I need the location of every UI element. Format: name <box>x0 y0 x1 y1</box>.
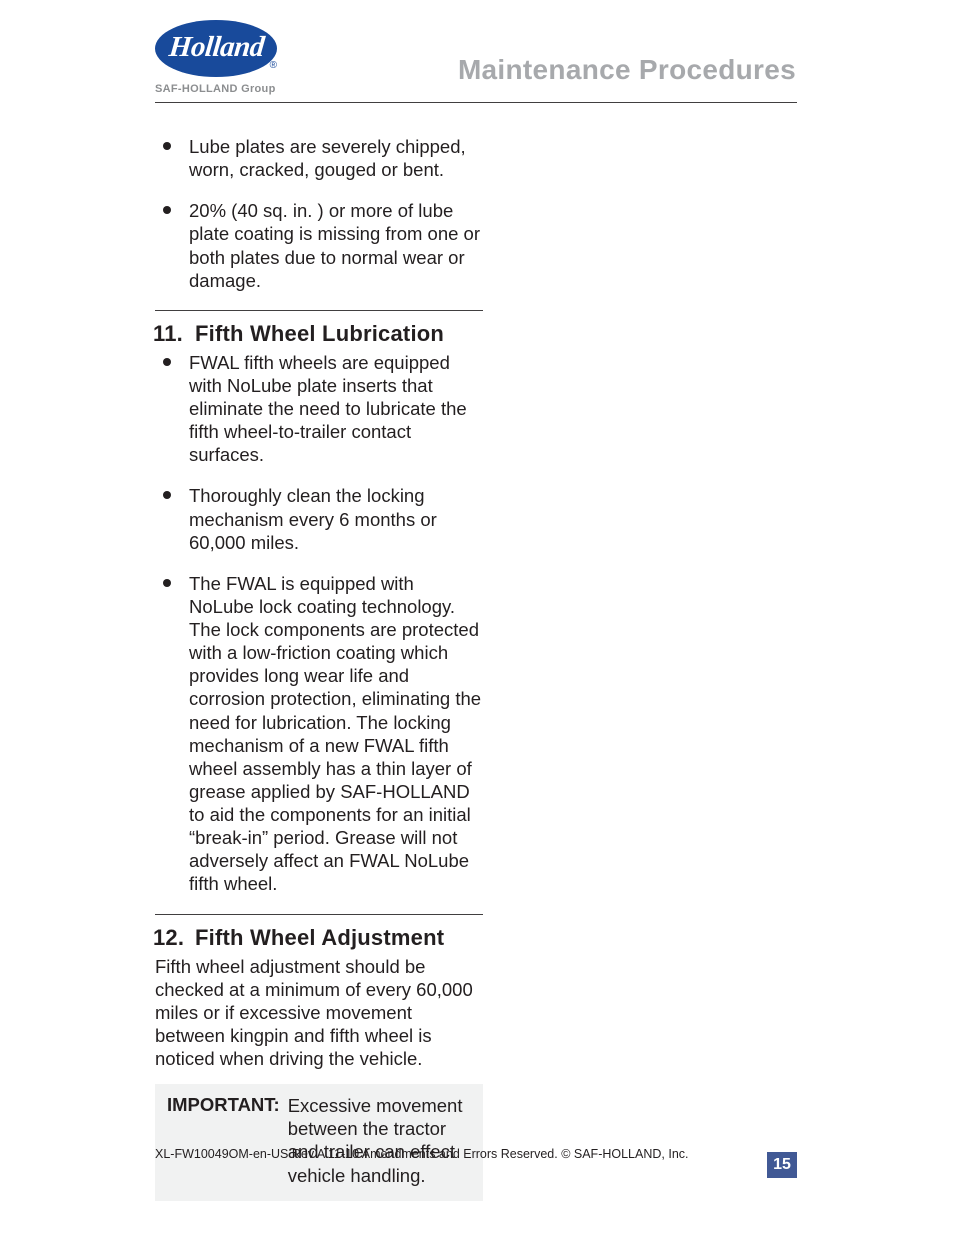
page: Holland ® SAF-HOLLAND Group Maintenance … <box>0 0 954 1235</box>
brand-logo-ellipse: Holland ® <box>155 20 277 77</box>
page-number: 15 <box>767 1152 797 1178</box>
section-divider <box>155 310 483 311</box>
page-header: Holland ® SAF-HOLLAND Group Maintenance … <box>0 20 954 110</box>
content-column: Lube plates are severely chipped, worn, … <box>155 135 483 1201</box>
brand-logo-block: Holland ® SAF-HOLLAND Group <box>155 20 277 95</box>
section-12-heading: 12.Fifth Wheel Adjustment <box>153 925 483 951</box>
footer-text: XL-FW10049OM-en-US Rev A 11-10 Amendment… <box>155 1147 689 1161</box>
list-item: The FWAL is equipped with NoLube lock co… <box>155 572 483 896</box>
section-11-heading: 11.Fifth Wheel Lubrication <box>153 321 483 347</box>
list-item: Lube plates are severely chipped, worn, … <box>155 135 483 181</box>
page-footer: XL-FW10049OM-en-US Rev A 11-10 Amendment… <box>155 1145 797 1173</box>
section-number: 11. <box>153 321 195 347</box>
section-number: 12. <box>153 925 195 951</box>
list-item: Thoroughly clean the locking mechanism e… <box>155 484 483 553</box>
registered-mark: ® <box>270 60 277 71</box>
brand-logo-text: Holland <box>167 31 265 64</box>
list-item: FWAL fifth wheels are equipped with NoLu… <box>155 351 483 467</box>
brand-subtitle: SAF-HOLLAND Group <box>155 83 277 95</box>
section-title: Maintenance Procedures <box>458 54 796 86</box>
continuation-bullet-list: Lube plates are severely chipped, worn, … <box>155 135 483 292</box>
header-rule <box>155 102 797 103</box>
important-callout: IMPORTANT: Excessive movement between th… <box>155 1084 483 1201</box>
section-divider <box>155 914 483 915</box>
section-11-bullets: FWAL fifth wheels are equipped with NoLu… <box>155 351 483 896</box>
list-item: 20% (40 sq. in. ) or more of lube plate … <box>155 199 483 292</box>
section-heading-text: Fifth Wheel Lubrication <box>195 321 444 346</box>
section-12-paragraph: Fifth wheel adjustment should be checked… <box>155 955 483 1071</box>
section-heading-text: Fifth Wheel Adjustment <box>195 925 444 950</box>
